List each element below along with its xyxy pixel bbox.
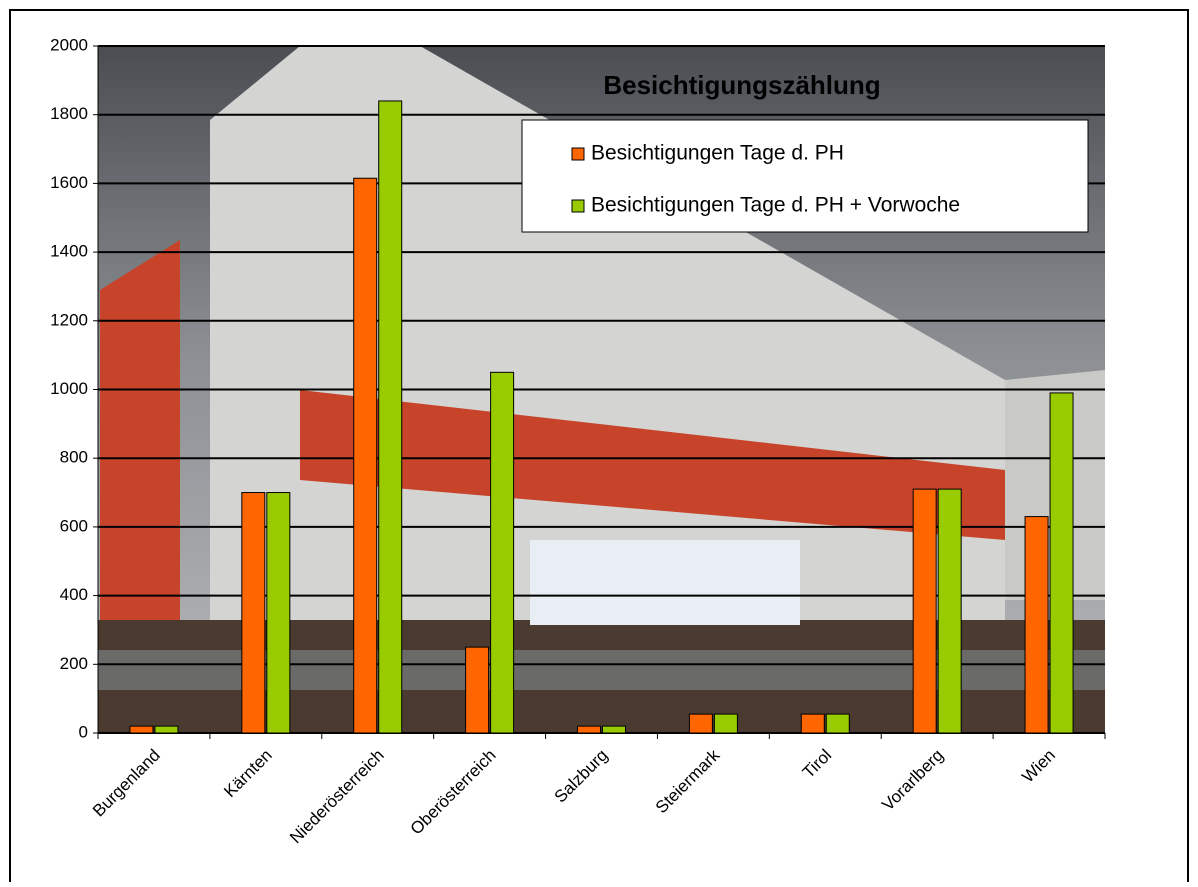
bar [714,714,737,733]
bar [689,714,712,733]
bar [1025,517,1048,733]
chart-title: Besichtigungszählung [603,70,880,100]
y-tick-label: 600 [60,516,88,535]
chart: Besichtigungszählung 0 200 400 600 800 1000 12… [0,0,1198,882]
y-tick-label: 1800 [50,104,88,123]
legend-label: Besichtigungen Tage d. PH [591,142,844,165]
y-tick-label: 400 [60,585,88,604]
bar [826,714,849,733]
bar [130,726,153,733]
bar [155,726,178,733]
y-tick-label: 1200 [50,310,88,329]
legend-label: Besichtigungen Tage d. PH + Vorwoche [591,194,960,217]
bar [354,178,377,733]
y-tick-label: 1000 [50,379,88,398]
bar [801,714,824,733]
bar [267,493,290,733]
bar [379,101,402,733]
bar [491,372,514,733]
legend-swatch [572,148,584,160]
y-tick-label: 2000 [50,35,88,54]
bar [578,726,601,733]
bar [242,493,265,733]
y-tick-label: 1600 [50,173,88,192]
y-tick-label: 0 [79,722,88,741]
bar [1050,393,1073,733]
bar [913,489,936,733]
y-tick-label: 800 [60,448,88,467]
bar [938,489,961,733]
bar [603,726,626,733]
legend-swatch [572,200,584,212]
y-tick-label: 200 [60,654,88,673]
y-tick-label: 1400 [50,242,88,261]
bar [466,647,489,733]
